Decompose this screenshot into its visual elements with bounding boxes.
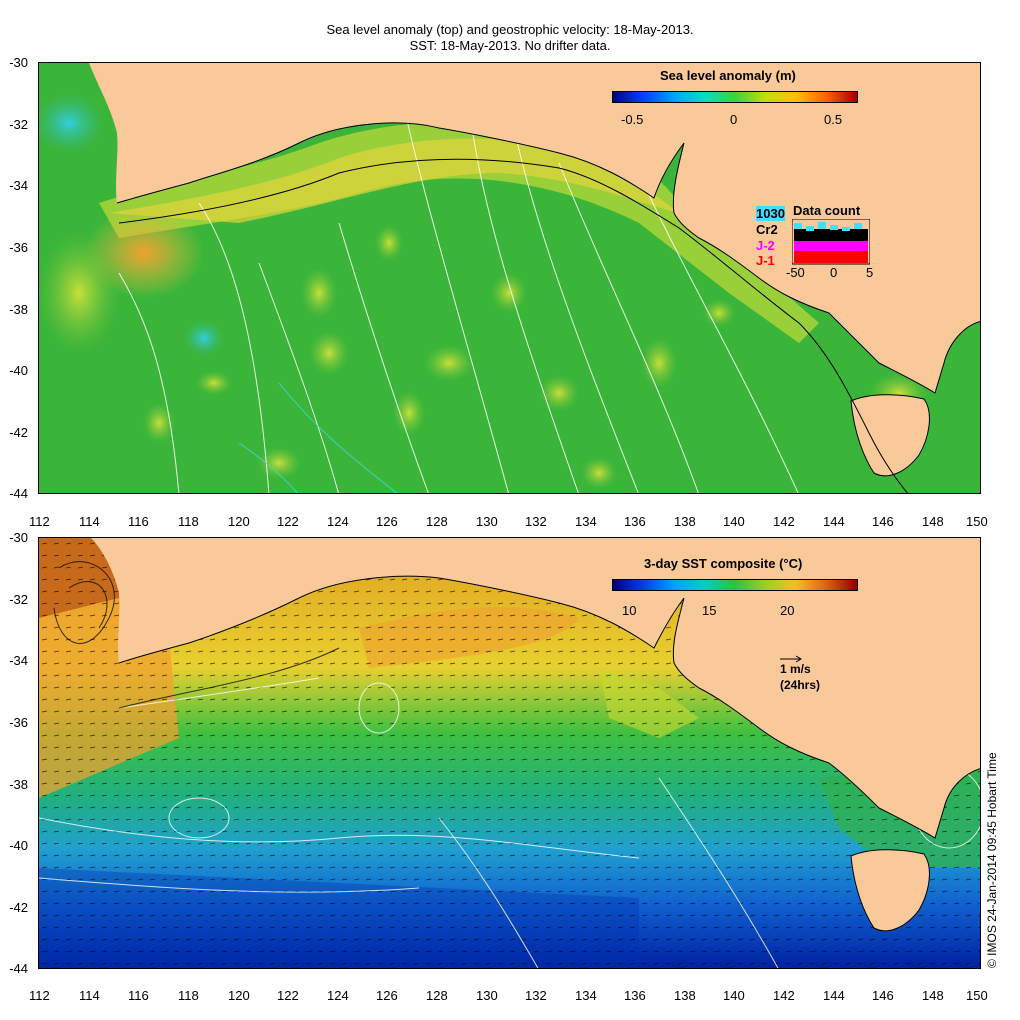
top-x-tick: 146 — [872, 514, 894, 529]
data-count-bars — [794, 222, 868, 263]
sea-level-anomaly-panel — [38, 62, 981, 494]
sst-tasmania — [850, 849, 930, 932]
sla-australia-mainland — [39, 63, 980, 393]
sst-map — [39, 538, 980, 968]
sla-colorbar-label: Sea level anomaly (m) — [660, 68, 796, 83]
top-y-tick: -44 — [9, 486, 28, 501]
sst-australia-mainland — [39, 538, 980, 838]
bottom-y-tick: -40 — [9, 838, 28, 853]
top-y-tick: -38 — [9, 302, 28, 317]
bottom-y-tick: -36 — [9, 715, 28, 730]
sla-colorbar-tick-neg: -0.5 — [621, 112, 644, 127]
bottom-x-tick: 118 — [178, 988, 199, 1003]
data-count-source-cr2: Cr2 — [756, 222, 778, 237]
top-y-tick: -30 — [9, 55, 28, 70]
bottom-x-tick: 120 — [228, 988, 250, 1003]
top-x-tick: 114 — [79, 514, 100, 529]
top-x-tick: 142 — [773, 514, 795, 529]
sst-colorbar — [612, 579, 858, 591]
velocity-scale-label: 1 m/s — [780, 662, 811, 676]
sla-tasmania — [850, 394, 930, 477]
sst-colorbar-tick-15: 15 — [702, 603, 717, 618]
bottom-x-tick: 128 — [426, 988, 448, 1003]
bottom-x-tick: 116 — [128, 988, 149, 1003]
velocity-scale-period: (24hrs) — [780, 678, 821, 692]
data-count-source-j2: J-2 — [756, 238, 775, 253]
data-count-xtick-neg: -50 — [786, 265, 805, 280]
bottom-x-tick: 140 — [723, 988, 745, 1003]
top-x-tick: 144 — [823, 514, 845, 529]
map-title-line2: SST: 18-May-2013. No drifter data. — [409, 38, 611, 53]
top-x-tick: 124 — [327, 514, 349, 529]
bottom-x-tick: 150 — [966, 988, 988, 1003]
sst-colorbar-tick-20: 20 — [780, 603, 795, 618]
bottom-y-tick: -32 — [9, 592, 28, 607]
top-x-tick: 122 — [277, 514, 299, 529]
bottom-x-tick: 112 — [29, 988, 50, 1003]
data-count-title: Data count — [793, 203, 861, 218]
data-count-source-1030: 1030 — [756, 206, 785, 221]
top-x-tick: 136 — [624, 514, 646, 529]
bottom-x-tick: 130 — [476, 988, 498, 1003]
bottom-y-tick: -38 — [9, 777, 28, 792]
top-x-tick: 126 — [376, 514, 398, 529]
data-count-xtick-zero: 0 — [830, 265, 838, 280]
top-x-tick: 120 — [228, 514, 250, 529]
bottom-x-tick: 122 — [277, 988, 299, 1003]
map-title-line1: Sea level anomaly (top) and geostrophic … — [326, 22, 694, 37]
sla-colorbar — [612, 91, 858, 103]
top-x-tick: 138 — [674, 514, 696, 529]
top-x-tick: 118 — [178, 514, 199, 529]
top-x-tick: 116 — [128, 514, 149, 529]
bottom-y-tick: -44 — [9, 961, 28, 976]
bottom-x-tick: 148 — [922, 988, 944, 1003]
bottom-y-tick: -30 — [9, 530, 28, 545]
top-y-tick: -32 — [9, 117, 28, 132]
bottom-x-tick: 138 — [674, 988, 696, 1003]
bottom-x-tick: 124 — [327, 988, 349, 1003]
top-y-tick: -42 — [9, 425, 28, 440]
data-count-histogram — [792, 219, 870, 265]
sst-colorbar-label: 3-day SST composite (°C) — [644, 556, 803, 571]
sst-panel — [38, 537, 981, 969]
bottom-x-tick: 136 — [624, 988, 646, 1003]
bottom-x-tick: 134 — [575, 988, 597, 1003]
top-y-tick: -36 — [9, 240, 28, 255]
top-x-tick: 140 — [723, 514, 745, 529]
sla-colorbar-tick-zero: 0 — [730, 112, 738, 127]
top-y-tick: -40 — [9, 363, 28, 378]
imos-credit: © IMOS 24-Jan-2014 09:45 Hobart Time — [985, 752, 999, 968]
bottom-x-tick: 142 — [773, 988, 795, 1003]
bottom-x-tick: 132 — [525, 988, 547, 1003]
top-x-tick: 134 — [575, 514, 597, 529]
bottom-x-tick: 114 — [79, 988, 100, 1003]
top-x-tick: 128 — [426, 514, 448, 529]
top-x-tick: 132 — [525, 514, 547, 529]
bottom-x-tick: 144 — [823, 988, 845, 1003]
data-count-xtick-pos: 5 — [866, 265, 874, 280]
bottom-x-tick: 146 — [872, 988, 894, 1003]
bottom-y-tick: -42 — [9, 900, 28, 915]
data-count-source-j1: J-1 — [756, 253, 775, 268]
top-x-tick: 150 — [966, 514, 988, 529]
top-y-tick: -34 — [9, 178, 28, 193]
top-x-tick: 112 — [29, 514, 50, 529]
bottom-y-tick: -34 — [9, 653, 28, 668]
velocity-scale-arrow — [780, 655, 802, 663]
sst-colorbar-tick-10: 10 — [622, 603, 637, 618]
bottom-x-tick: 126 — [376, 988, 398, 1003]
top-x-tick: 148 — [922, 514, 944, 529]
top-x-tick: 130 — [476, 514, 498, 529]
sla-colorbar-tick-pos: 0.5 — [824, 112, 843, 127]
sea-level-anomaly-map — [39, 63, 980, 493]
